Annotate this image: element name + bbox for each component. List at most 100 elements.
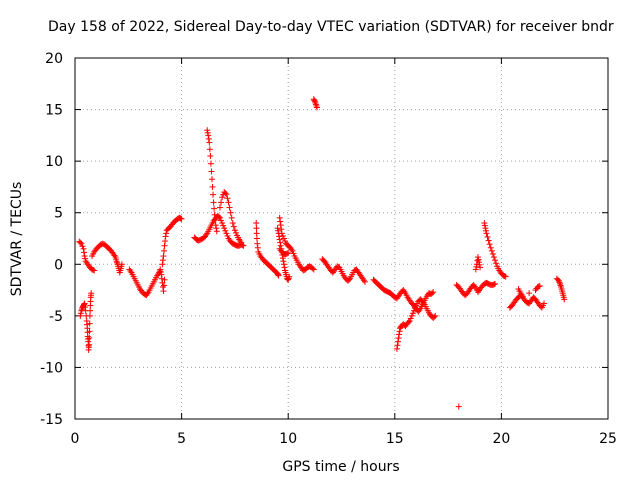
y-axis-label: SDTVAR / TECUs [9,182,25,297]
data-point [218,199,225,206]
data-point [541,300,548,307]
data-point [409,310,416,317]
data-point [396,331,403,338]
data-point [282,238,289,245]
data-point [91,267,98,274]
data-point [276,236,283,243]
data-point [277,239,284,246]
data-point [204,129,211,136]
data-point [90,266,97,273]
axis-ticks [74,57,609,420]
data-point [429,290,436,297]
data-point [223,230,230,237]
y-tick-labels: -15 -10 -5 0 5 10 15 20 [40,51,63,428]
data-point [432,312,439,319]
y-tick-label: -10 [40,360,63,376]
data-point [158,271,165,278]
data-point [361,278,368,285]
data-point [285,249,292,256]
data-point [219,220,226,227]
data-point [229,220,236,227]
data-point [77,312,84,319]
y-tick-label: -5 [49,309,63,325]
data-point [279,232,286,239]
data-point [207,160,214,167]
data-point [313,104,320,111]
data-point [396,328,403,335]
data-point [477,264,484,271]
data-point [160,288,167,295]
data-point [284,250,291,257]
data-points [76,96,568,410]
data-point [86,320,93,327]
data-point [222,190,229,197]
data-point [218,217,225,224]
y-tick-label: 20 [45,51,63,67]
data-point [224,195,231,202]
data-point [492,257,499,264]
data-point [254,240,261,247]
grid [75,58,608,419]
data-point [276,233,283,240]
data-point [239,242,246,249]
data-point [275,271,282,278]
data-point [212,216,219,223]
data-point [159,283,166,290]
data-point [561,296,568,303]
data-point [219,194,226,201]
data-point [226,204,233,211]
data-point [86,328,93,335]
data-point [253,235,260,242]
data-point [485,237,492,244]
data-point [275,227,282,234]
data-point [487,244,494,251]
data-point [519,293,526,300]
data-point [80,245,87,252]
data-point [231,227,238,234]
data-point [278,226,285,233]
data-point [161,282,168,289]
x-tick-label: 5 [177,431,186,447]
data-point [311,97,318,104]
data-point [159,261,166,268]
data-point [212,222,219,229]
data-point [280,258,287,265]
data-point [221,225,228,232]
data-point [431,313,438,320]
data-point [77,310,84,317]
x-axis-label: GPS time / hours [282,459,399,475]
data-point [82,304,89,311]
data-point [118,261,125,268]
data-point [483,230,490,237]
data-point [286,273,293,280]
data-point [309,265,316,272]
data-point [206,139,213,146]
data-point [161,276,168,283]
x-tick-label: 10 [279,431,297,447]
data-point [215,213,222,220]
data-point [86,341,93,348]
data-point [213,225,220,232]
data-point [159,257,166,264]
data-point [158,275,165,282]
data-point [393,345,400,352]
data-point [489,250,496,257]
data-point [254,244,261,251]
data-point [430,289,437,296]
data-point [160,253,167,260]
x-tick-label: 25 [599,431,617,447]
data-point [162,238,169,245]
data-point [161,247,168,254]
data-point [476,259,483,266]
data-point [156,267,163,274]
data-point [279,255,286,262]
data-point [280,235,287,242]
data-point [310,266,317,273]
data-point [209,183,216,190]
data-point [408,312,415,319]
data-point [394,338,401,345]
data-point [455,403,462,410]
data-point [490,281,497,288]
data-point [228,214,235,221]
